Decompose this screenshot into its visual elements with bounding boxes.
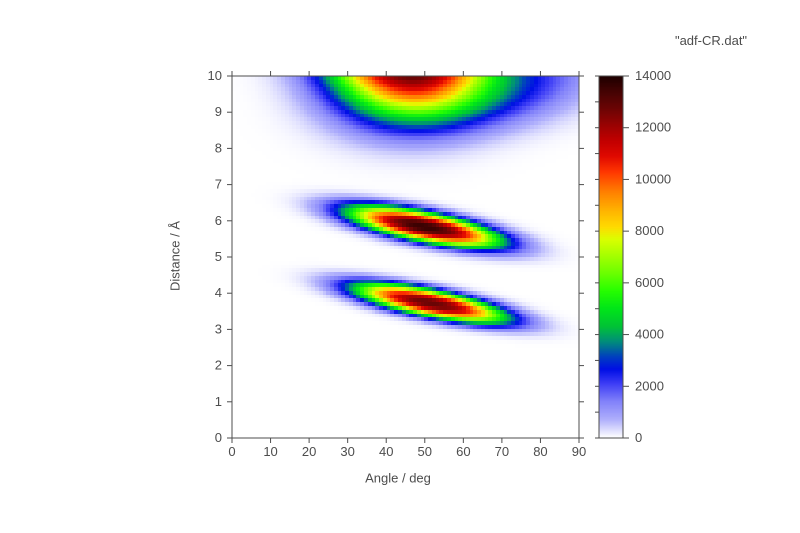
- svg-text:80: 80: [533, 444, 547, 459]
- svg-text:5: 5: [215, 249, 222, 264]
- svg-text:10: 10: [208, 68, 222, 83]
- svg-text:2: 2: [215, 358, 222, 373]
- svg-text:90: 90: [572, 444, 586, 459]
- svg-text:6000: 6000: [635, 275, 664, 290]
- svg-text:0: 0: [215, 430, 222, 445]
- svg-text:8000: 8000: [635, 223, 664, 238]
- svg-text:12000: 12000: [635, 120, 671, 135]
- svg-text:4000: 4000: [635, 327, 664, 342]
- svg-text:9: 9: [215, 104, 222, 119]
- svg-text:20: 20: [302, 444, 316, 459]
- svg-text:3: 3: [215, 321, 222, 336]
- svg-text:1: 1: [215, 394, 222, 409]
- svg-text:2000: 2000: [635, 378, 664, 393]
- svg-text:0: 0: [635, 430, 642, 445]
- svg-text:8: 8: [215, 140, 222, 155]
- svg-text:70: 70: [495, 444, 509, 459]
- svg-text:60: 60: [456, 444, 470, 459]
- svg-text:40: 40: [379, 444, 393, 459]
- svg-text:30: 30: [340, 444, 354, 459]
- svg-text:0: 0: [228, 444, 235, 459]
- svg-text:6: 6: [215, 213, 222, 228]
- svg-text:7: 7: [215, 177, 222, 192]
- svg-text:4: 4: [215, 285, 222, 300]
- svg-text:14000: 14000: [635, 68, 671, 83]
- svg-text:10000: 10000: [635, 171, 671, 186]
- svg-text:10: 10: [263, 444, 277, 459]
- svg-text:50: 50: [418, 444, 432, 459]
